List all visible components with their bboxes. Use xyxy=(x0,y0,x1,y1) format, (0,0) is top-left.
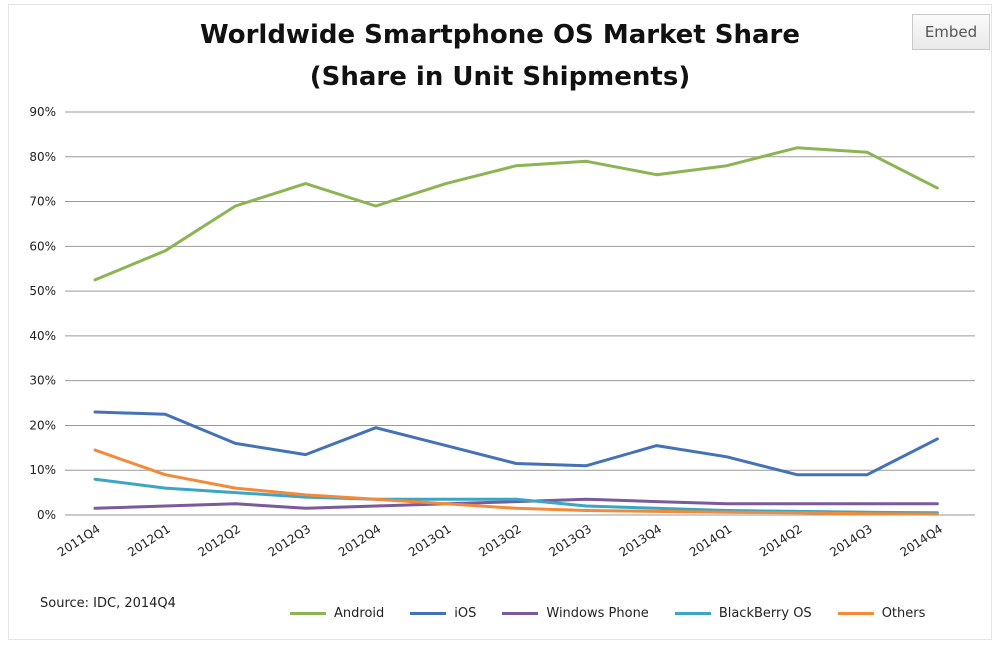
legend-item-others: Others xyxy=(837,605,926,621)
legend-label: Windows Phone xyxy=(546,605,649,621)
y-tick-label: 30% xyxy=(29,374,56,388)
chart-title: Worldwide Smartphone OS Market Share xyxy=(199,20,801,50)
legend-label: BlackBerry OS xyxy=(718,605,812,621)
x-tick-label: 2013Q3 xyxy=(546,522,594,560)
series-line-windows-phone xyxy=(93,497,939,510)
x-tick-label: 2012Q1 xyxy=(125,522,173,560)
legend-label: Android xyxy=(334,605,385,621)
x-tick-label: 2014Q1 xyxy=(687,522,735,560)
y-tick-label: 10% xyxy=(29,463,56,477)
x-tick-label: 2012Q3 xyxy=(266,522,314,560)
chart-frame xyxy=(8,4,992,640)
source-note: Source: IDC, 2014Q4 xyxy=(40,596,176,611)
series-line-others xyxy=(93,448,939,516)
chart-subtitle: (Share in Unit Shipments) xyxy=(309,62,691,92)
legend-swatch xyxy=(290,611,326,615)
legend-label: iOS xyxy=(454,605,477,621)
y-tick-label: 80% xyxy=(29,150,56,164)
x-tick-label: 2013Q2 xyxy=(476,522,524,560)
legend-item-ios: iOS xyxy=(410,606,476,621)
x-tick-label: 2012Q2 xyxy=(195,522,243,560)
legend-item-windows-phone: Windows Phone xyxy=(502,605,649,621)
legend-label: Others xyxy=(881,605,926,621)
y-tick-label: 40% xyxy=(29,329,56,343)
x-tick-label: 2014Q4 xyxy=(897,522,945,560)
y-tick-label: 0% xyxy=(37,508,56,522)
x-tick-label: 2013Q1 xyxy=(406,522,454,560)
embed-button[interactable]: Embed xyxy=(912,14,990,50)
x-tick-label: 2013Q4 xyxy=(617,522,665,560)
y-tick-label: 60% xyxy=(29,239,56,253)
series-line-android xyxy=(93,146,939,282)
x-tick-label: 2014Q3 xyxy=(827,522,875,560)
y-tick-label: 50% xyxy=(29,284,56,298)
legend-swatch xyxy=(502,611,539,615)
legend-item-blackberry-os: BlackBerry OS xyxy=(674,605,812,621)
series-line-ios xyxy=(93,410,939,477)
legend-swatch xyxy=(410,611,447,615)
x-tick-label: 2012Q4 xyxy=(336,522,384,560)
y-tick-label: 70% xyxy=(29,195,56,209)
x-tick-label: 2011Q4 xyxy=(55,522,103,560)
legend-item-android: Android xyxy=(290,606,384,621)
legend-swatch xyxy=(674,611,711,615)
y-tick-label: 90% xyxy=(29,105,56,119)
y-tick-label: 20% xyxy=(29,418,56,432)
chart-legend: Android iOS Windows Phone BlackBerry OS Othe… xyxy=(290,600,951,626)
x-tick-label: 2014Q2 xyxy=(757,522,805,560)
legend-swatch xyxy=(837,611,874,615)
